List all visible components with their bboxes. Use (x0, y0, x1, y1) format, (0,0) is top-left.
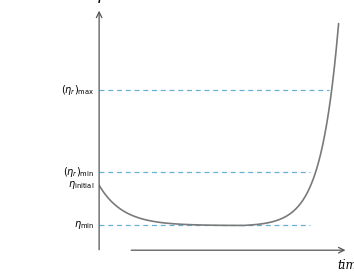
Text: $(\eta_r)_{\mathrm{min}}$: $(\eta_r)_{\mathrm{min}}$ (63, 165, 94, 179)
Text: $\eta_{\mathrm{min}}$: $\eta_{\mathrm{min}}$ (74, 219, 94, 232)
Text: $(\eta_r)_{\mathrm{max}}$: $(\eta_r)_{\mathrm{max}}$ (61, 83, 94, 96)
Text: η: η (92, 0, 102, 3)
Text: $\eta_{\mathrm{initial}}$: $\eta_{\mathrm{initial}}$ (68, 179, 94, 191)
Text: time: time (337, 259, 354, 272)
